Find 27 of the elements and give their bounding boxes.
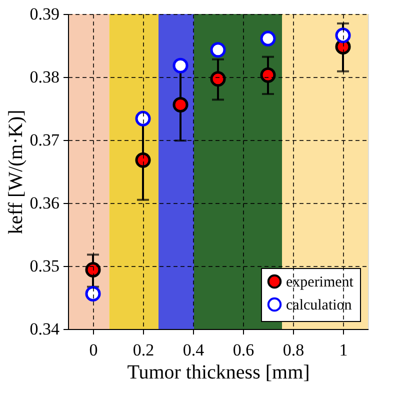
x-tick-label: 1	[339, 340, 348, 360]
legend-label: experiment	[286, 274, 354, 290]
y-tick-label: 0.37	[30, 130, 60, 150]
point	[85, 262, 101, 278]
point	[260, 30, 276, 46]
point	[172, 96, 188, 112]
point	[260, 67, 276, 83]
y-tick-label: 0.34	[30, 320, 60, 338]
point	[210, 71, 226, 87]
x-tick-label: 0.6	[232, 340, 254, 360]
x-axis-title: Tumor thickness [mm]	[127, 362, 310, 384]
x-tick-label: 0	[89, 340, 98, 360]
y-tick-label: 0.35	[30, 256, 60, 276]
legend-label: calculation	[286, 298, 352, 314]
point	[172, 58, 188, 74]
y-tick-label: 0.36	[30, 194, 60, 212]
point	[335, 28, 351, 44]
point	[85, 286, 101, 302]
point	[210, 42, 226, 58]
point	[135, 152, 151, 168]
y-axis-title: keff [W/(m·K)]	[4, 110, 27, 234]
x-tick-label: 0.8	[282, 340, 304, 360]
y-tick-label: 0.39	[30, 4, 60, 24]
x-tick-label: 0.2	[132, 340, 154, 360]
x-tick-label: 0.4	[182, 340, 205, 360]
y-tick-label: 0.38	[30, 68, 60, 86]
point	[135, 110, 151, 126]
